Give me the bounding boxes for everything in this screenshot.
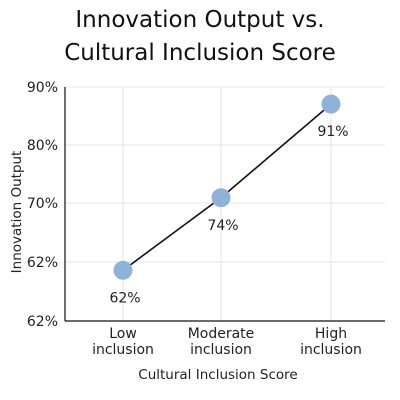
data-point <box>211 188 231 208</box>
x-axis-label: Cultural Inclusion Score <box>138 367 297 383</box>
x-tick-label: Low inclusion <box>92 326 154 358</box>
data-point <box>321 94 341 114</box>
x-tick-label: Moderate inclusion <box>188 326 255 358</box>
y-tick-label: 62% <box>27 314 58 330</box>
y-tick-label: 62% <box>27 255 58 271</box>
tick-labels: 90% 80% 70% 62% 62% Low inclusion Moderate inclu… <box>27 80 362 358</box>
data-label: 74% <box>207 218 238 234</box>
data-label: 91% <box>317 124 348 140</box>
axes <box>64 87 385 322</box>
y-tick-label: 90% <box>27 80 58 96</box>
y-tick-label: 70% <box>27 196 58 212</box>
data-labels: 62% 74% 91% <box>109 124 348 306</box>
chart-title: Innovation Output vs. Cultural Inclusion… <box>0 4 400 70</box>
series-line <box>122 103 332 271</box>
chart-title-line-2: Cultural Inclusion Score <box>64 40 336 66</box>
x-tick-label: High inclusion <box>300 326 362 358</box>
y-axis-label: Innovation Output <box>9 151 25 274</box>
chart-title-line-1: Innovation Output vs. <box>75 7 325 33</box>
y-tick-label: 80% <box>27 138 58 154</box>
series <box>113 94 341 280</box>
data-label: 62% <box>109 290 140 306</box>
data-point <box>113 260 133 280</box>
